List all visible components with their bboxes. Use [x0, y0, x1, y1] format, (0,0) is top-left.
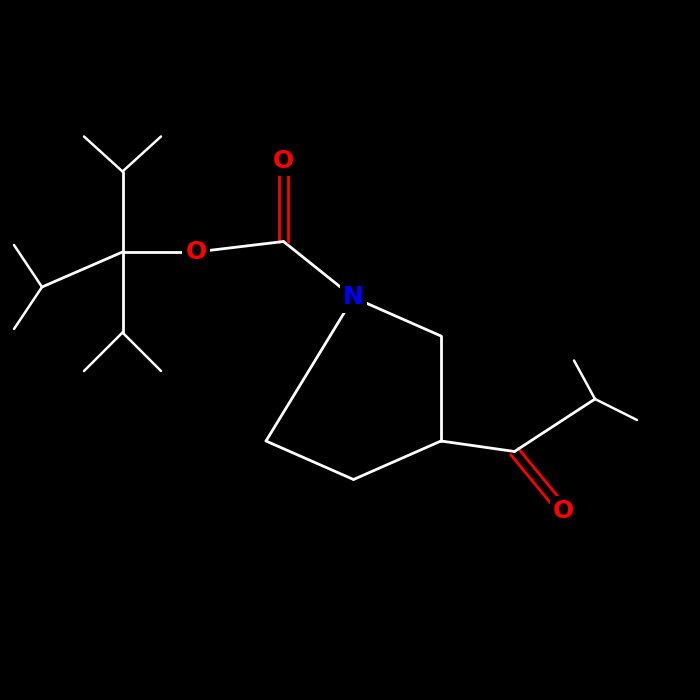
Text: O: O [186, 240, 206, 264]
Text: O: O [553, 499, 574, 523]
Text: O: O [273, 149, 294, 173]
Text: N: N [343, 286, 364, 309]
